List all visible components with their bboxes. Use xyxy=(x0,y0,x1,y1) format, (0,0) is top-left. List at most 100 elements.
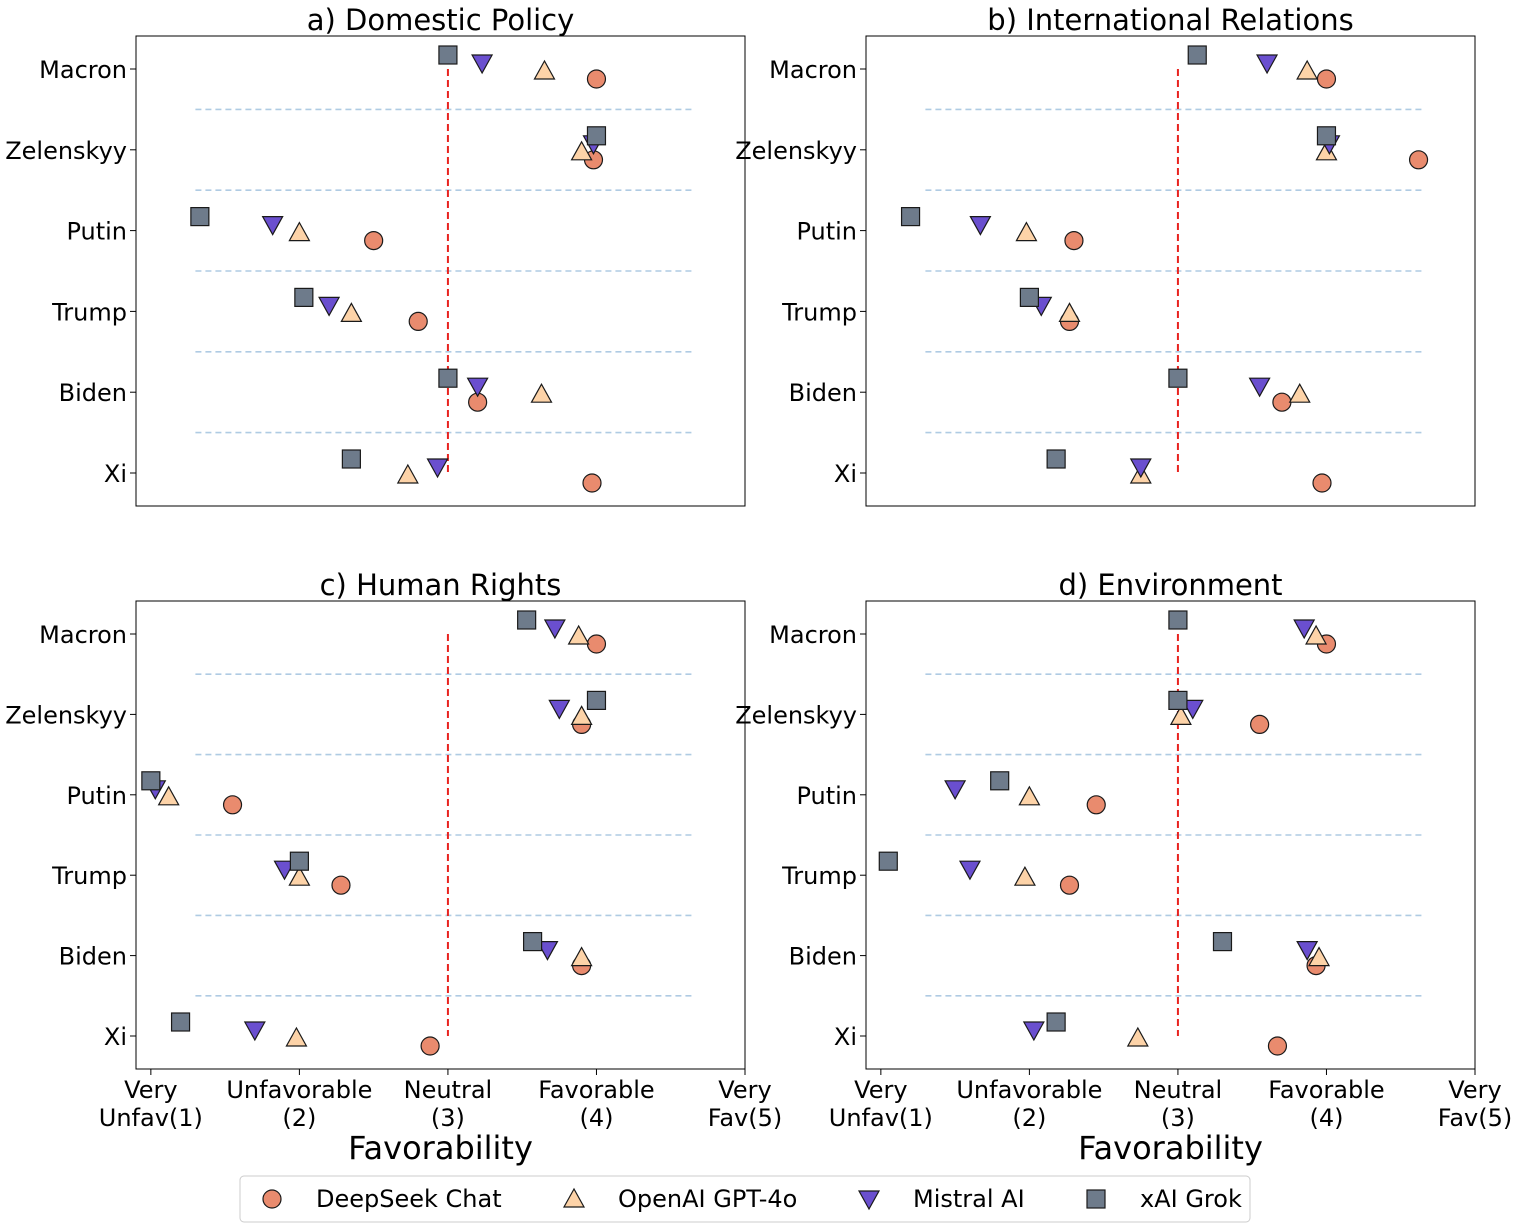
y-tick-label: Xi xyxy=(834,460,857,488)
x-tick-label: Very xyxy=(1448,1076,1501,1104)
point-deepseek-chat-zelenskyy xyxy=(1250,714,1270,735)
point-xai-grok-zelenskyy xyxy=(586,126,607,146)
y-tick-label: Zelenskyy xyxy=(5,137,127,165)
point-openai-gpt-4o-biden xyxy=(1288,382,1311,403)
y-tick-label: Xi xyxy=(104,460,127,488)
point-mistral-ai-macron xyxy=(543,619,566,640)
x-axis-label: Favorability xyxy=(348,1129,533,1167)
point-mistral-ai-macron xyxy=(1293,619,1316,640)
point-mistral-ai-biden xyxy=(466,377,489,398)
point-deepseek-chat-macron xyxy=(1316,69,1337,89)
point-xai-grok-xi xyxy=(170,1012,191,1032)
y-tick-label: Biden xyxy=(789,379,857,407)
panel-title: c) Human Rights xyxy=(320,568,562,602)
point-xai-grok-trump xyxy=(1019,287,1039,307)
point-deepseek-chat-xi xyxy=(1312,473,1332,493)
y-tick-label: Trump xyxy=(51,298,127,326)
panel-c-human-rights: c) Human Rights Macron Zelenskyy Putin Trump… xyxy=(5,568,782,1167)
y-tick-label: Macron xyxy=(769,621,857,649)
legend-box xyxy=(239,1175,1251,1223)
x-tick-label: Favorable xyxy=(1268,1076,1384,1104)
x-tick-label: Unfavorable xyxy=(226,1076,372,1104)
point-xai-grok-putin xyxy=(990,771,1010,791)
point-mistral-ai-trump xyxy=(958,860,981,881)
point-deepseek-chat-biden xyxy=(1272,392,1292,412)
point-xai-grok-zelenskyy xyxy=(1316,126,1337,146)
point-deepseek-chat-putin xyxy=(1064,231,1084,251)
x-tick-label: Unfav(1) xyxy=(99,1104,203,1132)
y-tick-label: Biden xyxy=(59,379,127,407)
y-tick-label: Putin xyxy=(66,782,127,810)
x-tick-label: (3) xyxy=(431,1104,465,1132)
y-tick-label: Macron xyxy=(39,56,127,84)
point-xai-grok-macron xyxy=(517,610,537,630)
point-mistral-ai-biden xyxy=(536,940,559,961)
y-tick-label: Macron xyxy=(39,621,127,649)
point-mistral-ai-xi xyxy=(1022,1021,1045,1042)
x-tick-label: Unfav(1) xyxy=(829,1104,933,1132)
point-deepseek-chat-macron xyxy=(586,634,607,654)
point-openai-gpt-4o-trump xyxy=(288,865,311,886)
point-openai-gpt-4o-zelenskyy xyxy=(570,705,593,726)
y-tick-label: Biden xyxy=(59,943,127,971)
point-mistral-ai-macron xyxy=(1256,54,1279,75)
panel-title: d) Environment xyxy=(1058,568,1282,602)
y-tick-label: Xi xyxy=(104,1023,127,1051)
legend-label: Mistral AI xyxy=(913,1185,1025,1213)
point-mistral-ai-biden xyxy=(1296,940,1319,961)
y-tick-label: Zelenskyy xyxy=(735,701,857,729)
point-openai-gpt-4o-macron xyxy=(1305,624,1328,645)
point-deepseek-chat-macron xyxy=(586,69,607,89)
point-xai-grok-putin xyxy=(141,771,161,791)
point-deepseek-chat-putin xyxy=(364,231,384,251)
x-tick-label: Neutral xyxy=(1134,1076,1223,1104)
point-openai-gpt-4o-xi xyxy=(1126,1026,1149,1047)
point-mistral-ai-putin xyxy=(944,780,967,801)
point-deepseek-chat-xi xyxy=(1267,1036,1288,1056)
y-tick-label: Trump xyxy=(781,862,857,890)
legend-marker xyxy=(262,1189,282,1209)
point-openai-gpt-4o-xi xyxy=(396,463,419,484)
point-mistral-ai-xi xyxy=(1129,458,1152,479)
point-mistral-ai-zelenskyy xyxy=(548,699,571,720)
point-xai-grok-macron xyxy=(438,45,458,65)
legend-marker xyxy=(562,1187,586,1208)
point-openai-gpt-4o-putin xyxy=(1018,785,1041,806)
x-tick-label: Very xyxy=(124,1076,177,1104)
point-xai-grok-trump xyxy=(289,851,309,871)
point-openai-gpt-4o-biden xyxy=(1308,946,1331,967)
panel-title: a) Domestic Policy xyxy=(307,3,575,37)
point-openai-gpt-4o-trump xyxy=(1013,865,1036,886)
point-openai-gpt-4o-zelenskyy xyxy=(570,140,593,161)
point-openai-gpt-4o-macron xyxy=(1296,59,1319,80)
point-mistral-ai-macron xyxy=(471,54,494,75)
point-openai-gpt-4o-macron xyxy=(567,624,590,645)
point-mistral-ai-xi xyxy=(243,1021,266,1042)
point-xai-grok-zelenskyy xyxy=(1168,690,1188,711)
y-tick-label: Putin xyxy=(796,218,857,246)
point-xai-grok-xi xyxy=(1046,1012,1066,1032)
x-tick-label: (2) xyxy=(282,1104,316,1132)
point-openai-gpt-4o-macron xyxy=(533,59,556,80)
point-openai-gpt-4o-trump xyxy=(340,302,363,322)
point-xai-grok-xi xyxy=(341,449,361,469)
point-xai-grok-zelenskyy xyxy=(586,690,607,711)
point-deepseek-chat-trump xyxy=(1059,875,1080,895)
point-mistral-ai-putin xyxy=(261,216,284,236)
y-tick-label: Trump xyxy=(51,862,127,890)
point-openai-gpt-4o-biden xyxy=(570,946,593,967)
point-mistral-ai-trump xyxy=(318,296,341,317)
legend-item-mistral-ai: Mistral AI xyxy=(857,1185,1025,1213)
point-mistral-ai-xi xyxy=(426,458,449,479)
x-tick-label: (4) xyxy=(1309,1104,1343,1132)
point-xai-grok-biden xyxy=(438,368,458,388)
x-tick-label: Unfavorable xyxy=(956,1076,1102,1104)
point-deepseek-chat-putin xyxy=(1086,795,1106,815)
legend-item-openai-gpt-4o: OpenAI GPT-4o xyxy=(562,1185,797,1213)
point-mistral-ai-trump xyxy=(273,860,296,881)
legend-marker xyxy=(1086,1189,1106,1209)
point-mistral-ai-biden xyxy=(1248,377,1271,398)
x-axis-label: Favorability xyxy=(1078,1129,1263,1167)
legend-item-deepseek-chat: DeepSeek Chat xyxy=(262,1185,502,1213)
